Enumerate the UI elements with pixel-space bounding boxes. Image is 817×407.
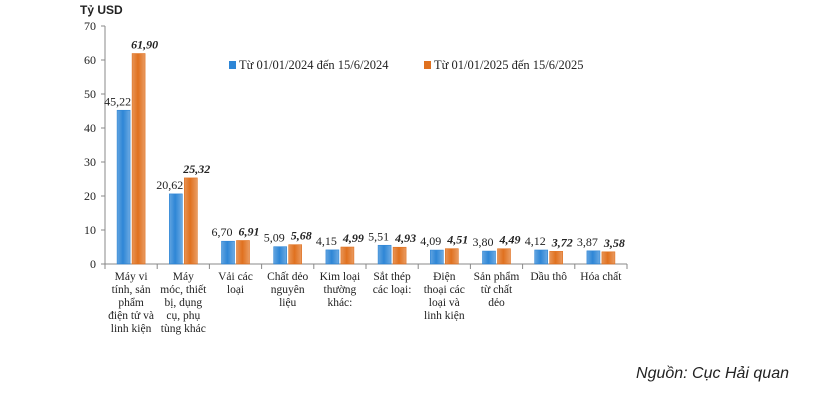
y-tick-label: 10 <box>84 223 96 237</box>
data-label: 3,58 <box>603 236 625 250</box>
bar-series2 <box>131 53 146 265</box>
data-label: 4,09 <box>420 234 441 248</box>
y-tick-label: 0 <box>90 257 96 271</box>
data-label: 45,22 <box>104 94 131 108</box>
bar-series2 <box>288 244 303 265</box>
x-tick-label: Sắt thép các loại: <box>373 270 412 296</box>
bar-series1 <box>482 250 496 265</box>
bar-series2 <box>549 251 564 265</box>
x-tick-label: Vải các loại <box>218 271 253 296</box>
y-tick-label: 40 <box>84 121 96 135</box>
data-label: 61,90 <box>131 38 158 52</box>
legend-swatch <box>424 61 431 69</box>
bar-series1 <box>221 240 235 265</box>
x-tick-label: Máy móc, thiết bị, dụng cụ, phụ tùng khác <box>160 271 207 335</box>
legend-swatch <box>229 61 236 69</box>
data-label: 4,12 <box>525 234 546 248</box>
data-label: 3,72 <box>551 235 573 249</box>
data-label: 5,51 <box>368 229 389 243</box>
y-tick-label: 50 <box>84 87 96 101</box>
bar-series1 <box>586 250 601 265</box>
data-label: 4,99 <box>342 231 364 245</box>
bar-series1 <box>325 249 340 265</box>
y-axis-title: Tỷ USD <box>80 3 123 17</box>
source-note: Nguồn: Cục Hải quan <box>636 365 789 382</box>
data-label: 5,09 <box>264 231 285 245</box>
data-label: 20,62 <box>156 178 183 192</box>
y-tick-label: 70 <box>84 19 96 33</box>
data-label: 4,15 <box>316 234 337 248</box>
x-tick-label: Máy vi tính, sản phẩm điện tử và linh kiện <box>108 271 154 335</box>
data-label: 3,80 <box>473 235 494 249</box>
bar-series1 <box>429 249 444 265</box>
data-label: 4,93 <box>394 231 416 245</box>
bar-series1 <box>116 109 131 265</box>
data-label: 4,51 <box>446 233 468 247</box>
data-label: 4,49 <box>499 233 521 247</box>
x-tick-label: Dầu thô <box>530 270 567 283</box>
bar-series2 <box>497 248 511 265</box>
bar-series2 <box>392 246 407 265</box>
legend-label: Từ 01/01/2024 đến 15/6/2024 <box>239 58 389 72</box>
data-label: 6,91 <box>239 225 260 239</box>
bar-series2 <box>601 251 616 265</box>
y-tick-label: 20 <box>84 189 96 203</box>
x-tick-label: Chất dẻo nguyên liệu <box>267 270 308 309</box>
x-tick-label: Kim loại thường khác: <box>320 271 361 309</box>
y-tick-label: 30 <box>84 155 96 169</box>
legend-label: Từ 01/01/2025 đến 15/6/2025 <box>434 58 583 72</box>
bar-series1 <box>169 193 183 265</box>
bar-series2 <box>184 177 198 265</box>
x-tick-label: Điện thoại các loại và linh kiện <box>424 271 465 322</box>
x-tick-label: Hóa chất <box>580 270 622 283</box>
x-tick-label: Sản phẩm từ chất dẻo <box>474 270 520 309</box>
bar-series2 <box>236 240 250 265</box>
data-label: 3,87 <box>577 235 598 249</box>
bar-series2 <box>444 248 459 265</box>
bar-series2 <box>340 246 355 265</box>
y-tick-label: 60 <box>84 53 96 67</box>
data-label: 25,32 <box>182 162 210 176</box>
bar-series1 <box>534 249 549 265</box>
data-label: 6,70 <box>212 225 233 239</box>
bar-series1 <box>273 246 288 265</box>
data-label: 5,68 <box>291 229 312 243</box>
bar-series1 <box>377 244 392 265</box>
